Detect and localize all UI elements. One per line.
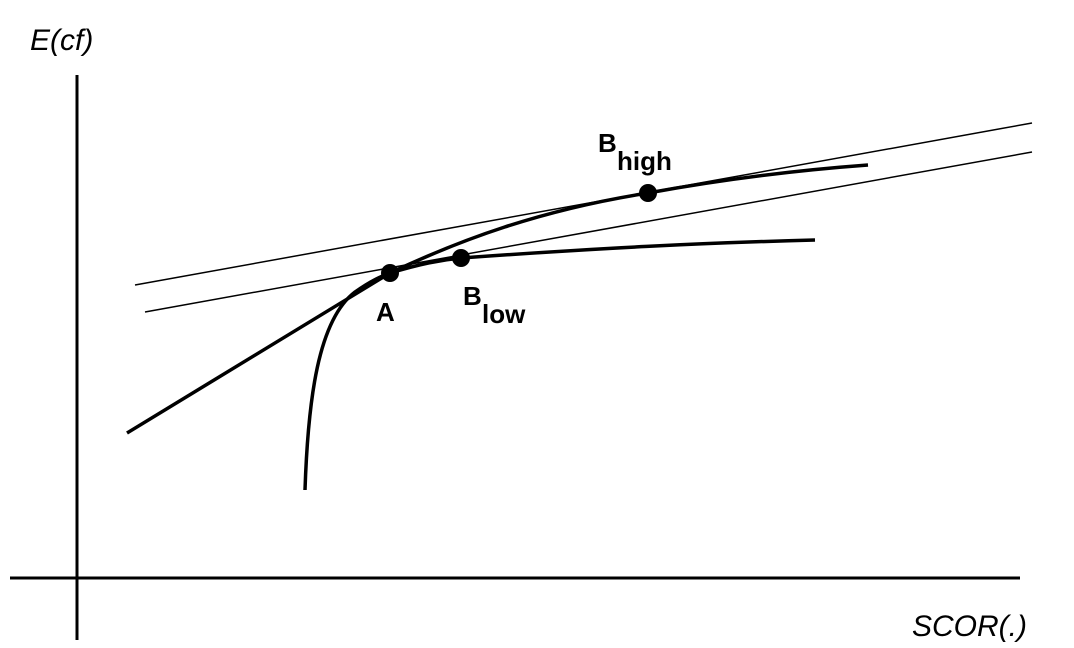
point-a [381, 264, 399, 282]
iso-line [144, 151, 1033, 313]
frontier-curve [303, 163, 869, 491]
point-label: B [463, 281, 482, 311]
frontier-curve [126, 238, 816, 435]
point-b-low [452, 249, 470, 267]
point-label: A [376, 297, 395, 327]
y-axis-label: E(cf) [30, 24, 93, 57]
point-subscript: high [617, 146, 672, 176]
x-axis-label: SCOR(.) [912, 610, 1027, 643]
point-label: B [598, 128, 617, 158]
point-b-high [639, 184, 657, 202]
point-subscript: low [482, 299, 526, 329]
